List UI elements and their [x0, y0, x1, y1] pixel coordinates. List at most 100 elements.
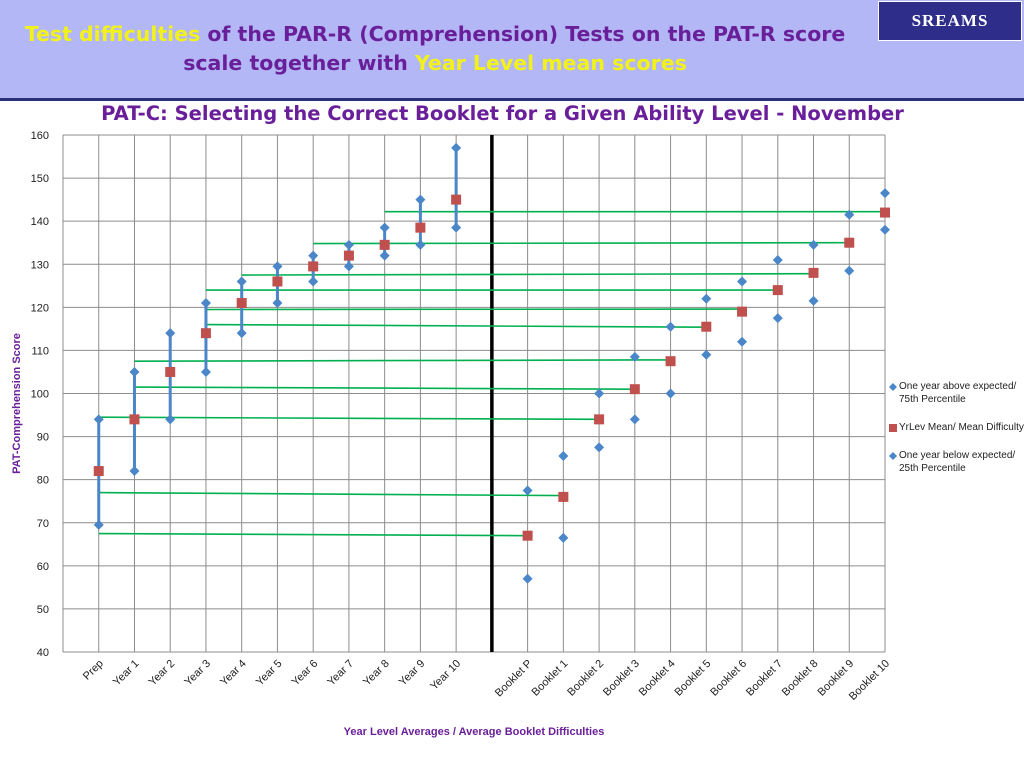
x-tick-label: Booklet 4	[637, 658, 678, 699]
mean-marker	[844, 237, 855, 248]
x-tick-label: Booklet 7	[744, 658, 785, 699]
slide-title-text-1: of the PAR-R (Comprehension) Tests on th…	[200, 22, 846, 46]
y-tick-label: 140	[31, 216, 49, 228]
mean-marker	[522, 530, 533, 541]
below-marker	[772, 313, 783, 324]
mean-marker	[880, 207, 890, 218]
below-marker	[808, 295, 819, 306]
legend-item-below: One year below expected/ 25th Percentile	[889, 449, 1024, 475]
mean-marker	[772, 285, 783, 296]
below-marker	[629, 414, 640, 425]
below-marker	[844, 265, 855, 276]
above-marker	[165, 328, 176, 339]
x-tick-label: Year 4	[218, 658, 249, 689]
above-marker	[343, 239, 354, 250]
x-tick-label: Booklet P	[493, 658, 535, 700]
connector-line	[98, 532, 528, 537]
above-marker	[737, 276, 748, 287]
below-marker	[522, 573, 533, 584]
legend-item-mean: YrLev Mean/ Mean Difficulty	[889, 421, 1024, 434]
x-tick-label: Prep	[81, 658, 106, 683]
x-tick-label: Year 8	[361, 658, 392, 689]
x-tick-label: Booklet 6	[708, 658, 749, 699]
y-tick-label: 70	[37, 518, 49, 530]
above-marker	[772, 254, 783, 265]
below-marker	[343, 261, 354, 272]
x-tick-label: Booklet 3	[601, 658, 642, 699]
above-marker	[236, 276, 247, 287]
mean-marker	[808, 267, 819, 278]
y-tick-label: 50	[37, 604, 49, 616]
logo-text: SREAMS	[911, 11, 989, 30]
mean-marker	[594, 414, 605, 425]
slide-title: Test difficulties of the PAR-R (Comprehe…	[0, 20, 870, 78]
connector-line	[205, 323, 707, 328]
above-marker	[701, 293, 712, 304]
y-tick-label: 100	[31, 389, 49, 401]
below-marker	[737, 336, 748, 347]
sreams-logo: SREAMS	[878, 1, 1022, 41]
x-tick-label: Year 2	[147, 658, 178, 689]
x-tick-label: Year 10	[428, 658, 463, 693]
above-marker	[880, 188, 890, 199]
y-axis-title: PAT-Comprehension Score	[11, 333, 23, 474]
above-marker	[665, 321, 676, 332]
y-tick-label: 110	[31, 345, 49, 357]
x-tick-label: Booklet 5	[673, 658, 714, 699]
below-marker	[415, 239, 426, 250]
below-marker	[451, 222, 462, 233]
below-marker	[236, 328, 247, 339]
mean-marker	[129, 414, 140, 425]
slide-title-highlight-2: Year Level mean scores	[414, 51, 687, 75]
below-marker	[308, 276, 319, 287]
mean-marker	[665, 356, 676, 367]
x-tick-label: Year 6	[290, 658, 321, 689]
legend: One year above expected/ 75th Percentile…	[889, 380, 1024, 490]
connector-line	[98, 416, 600, 421]
above-marker	[415, 194, 426, 205]
connector-line	[98, 491, 564, 497]
legend-label-below: One year below expected/ 25th Percentile	[899, 450, 1016, 474]
y-tick-label: 160	[31, 130, 49, 142]
mean-marker	[415, 222, 426, 233]
above-marker	[808, 239, 819, 250]
y-tick-label: 60	[37, 561, 49, 573]
above-marker	[93, 414, 104, 425]
legend-label-above: One year above expected/ 75th Percentile	[899, 381, 1017, 405]
x-axis-title: Year Level Averages / Average Booklet Di…	[344, 726, 605, 738]
mean-marker	[343, 250, 354, 261]
above-marker	[129, 366, 140, 377]
x-tick-label: Booklet 8	[780, 658, 821, 699]
legend-diamond-icon	[889, 383, 897, 391]
mean-marker	[200, 328, 211, 339]
mean-marker	[451, 194, 462, 205]
x-tick-label: Year 9	[397, 658, 428, 689]
x-tick-label: Year 1	[111, 658, 142, 689]
below-marker	[129, 466, 140, 477]
x-tick-label: Booklet 1	[530, 658, 571, 699]
mean-marker	[93, 466, 104, 477]
mean-marker	[629, 384, 640, 395]
above-marker	[308, 250, 319, 261]
connector-line	[241, 272, 814, 276]
x-tick-label: Year 5	[254, 658, 285, 689]
below-marker	[93, 519, 104, 530]
x-tick-label: Booklet 2	[565, 658, 606, 699]
connector-line	[134, 386, 635, 390]
below-marker	[379, 250, 390, 261]
legend-diamond-icon	[889, 452, 897, 460]
above-marker	[272, 261, 283, 272]
mean-marker	[308, 261, 319, 272]
y-tick-label: 40	[37, 647, 49, 659]
below-marker	[665, 388, 676, 399]
mean-marker	[379, 239, 390, 250]
title-banner: Test difficulties of the PAR-R (Comprehe…	[0, 0, 1024, 101]
y-tick-label: 150	[31, 173, 49, 185]
x-tick-label: Year 7	[325, 658, 356, 689]
mean-marker	[737, 306, 748, 317]
below-marker	[558, 532, 569, 543]
y-tick-label: 80	[37, 475, 49, 487]
above-marker	[200, 298, 211, 309]
below-marker	[701, 349, 712, 360]
